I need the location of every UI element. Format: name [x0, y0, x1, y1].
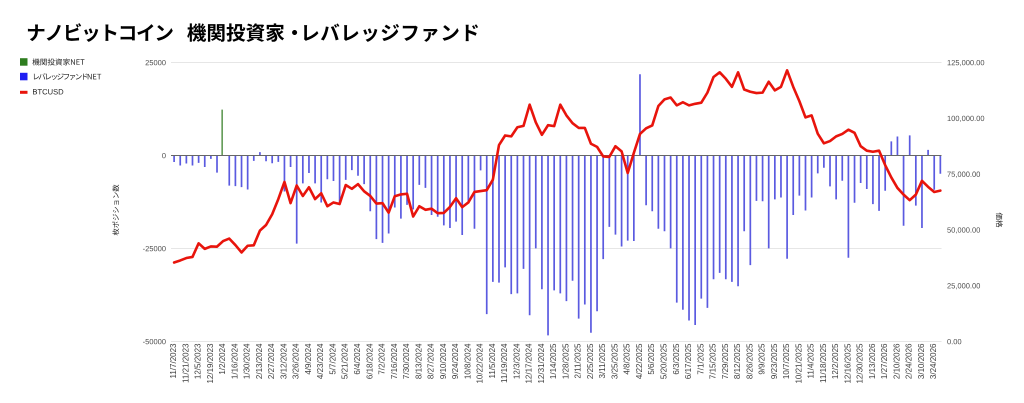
svg-text:3/10/2026: 3/10/2026 [917, 343, 926, 379]
svg-text:11/18/2025: 11/18/2025 [819, 343, 828, 383]
svg-text:12/16/2025: 12/16/2025 [843, 343, 852, 384]
svg-text:5/7/2024: 5/7/2024 [328, 343, 337, 375]
svg-text:3/24/2026: 3/24/2026 [929, 343, 938, 379]
svg-text:9/24/2024: 9/24/2024 [451, 343, 460, 379]
svg-text:1/16/2024: 1/16/2024 [230, 343, 239, 379]
svg-text:4/23/2024: 4/23/2024 [316, 343, 325, 379]
svg-text:11/4/2025: 11/4/2025 [807, 343, 816, 379]
svg-text:11/5/2024: 11/5/2024 [488, 343, 497, 379]
svg-text:7/1/2025: 7/1/2025 [696, 343, 705, 375]
svg-text:12/17/2024: 12/17/2024 [525, 343, 534, 384]
svg-text:7/2/2024: 7/2/2024 [378, 343, 387, 375]
svg-text:1/14/2025: 1/14/2025 [549, 343, 558, 379]
svg-text:6/4/2024: 6/4/2024 [353, 343, 362, 375]
svg-text:10/8/2024: 10/8/2024 [463, 343, 472, 379]
svg-text:12/3/2024: 12/3/2024 [512, 343, 521, 379]
svg-text:12/30/2025: 12/30/2025 [856, 343, 865, 384]
svg-text:2/24/2026: 2/24/2026 [905, 343, 914, 379]
svg-text:2/13/2024: 2/13/2024 [255, 343, 264, 379]
svg-text:1/2/2024: 1/2/2024 [218, 343, 227, 375]
svg-text:1/27/2026: 1/27/2026 [880, 343, 889, 379]
svg-text:11/7/2023: 11/7/2023 [169, 343, 178, 379]
svg-text:7/15/2025: 7/15/2025 [709, 343, 718, 379]
svg-text:9/10/2024: 9/10/2024 [439, 343, 448, 379]
svg-text:5/20/2025: 5/20/2025 [660, 343, 669, 379]
svg-text:8/27/2024: 8/27/2024 [427, 343, 436, 379]
svg-text:10/22/2024: 10/22/2024 [476, 343, 485, 384]
svg-text:1/28/2025: 1/28/2025 [561, 343, 570, 379]
svg-text:8/12/2025: 8/12/2025 [733, 343, 742, 379]
svg-text:4/22/2025: 4/22/2025 [635, 343, 644, 379]
svg-text:2/27/2024: 2/27/2024 [267, 343, 276, 379]
svg-text:6/3/2025: 6/3/2025 [672, 343, 681, 375]
svg-text:2/11/2025: 2/11/2025 [574, 343, 583, 379]
svg-text:10/7/2025: 10/7/2025 [782, 343, 791, 379]
svg-text:8/26/2025: 8/26/2025 [745, 343, 754, 379]
svg-text:12/19/2023: 12/19/2023 [206, 343, 215, 384]
svg-text:11/21/2023: 11/21/2023 [181, 343, 190, 383]
svg-text:6/17/2025: 6/17/2025 [684, 343, 693, 379]
svg-text:11/19/2024: 11/19/2024 [500, 343, 509, 383]
svg-text:2/25/2025: 2/25/2025 [586, 343, 595, 379]
svg-text:12/2/2025: 12/2/2025 [831, 343, 840, 379]
svg-text:5/21/2024: 5/21/2024 [341, 343, 350, 379]
svg-text:7/29/2025: 7/29/2025 [721, 343, 730, 379]
svg-text:6/18/2024: 6/18/2024 [365, 343, 374, 379]
svg-text:8/13/2024: 8/13/2024 [414, 343, 423, 379]
svg-text:7/30/2024: 7/30/2024 [402, 343, 411, 379]
svg-text:7/16/2024: 7/16/2024 [390, 343, 399, 379]
svg-text:3/25/2025: 3/25/2025 [610, 343, 619, 379]
svg-text:5/6/2025: 5/6/2025 [647, 343, 656, 375]
svg-text:4/8/2025: 4/8/2025 [623, 343, 632, 375]
svg-text:9/9/2025: 9/9/2025 [758, 343, 767, 375]
svg-text:3/11/2025: 3/11/2025 [598, 343, 607, 379]
svg-text:1/30/2024: 1/30/2024 [243, 343, 252, 379]
svg-text:12/31/2024: 12/31/2024 [537, 343, 546, 384]
svg-text:4/9/2024: 4/9/2024 [304, 343, 313, 375]
svg-text:3/26/2024: 3/26/2024 [292, 343, 301, 379]
svg-text:10/21/2025: 10/21/2025 [794, 343, 803, 384]
svg-text:2/10/2026: 2/10/2026 [892, 343, 901, 379]
svg-text:9/23/2025: 9/23/2025 [770, 343, 779, 379]
svg-text:1/13/2026: 1/13/2026 [868, 343, 877, 379]
svg-text:3/12/2024: 3/12/2024 [279, 343, 288, 379]
svg-text:12/5/2023: 12/5/2023 [194, 343, 203, 379]
